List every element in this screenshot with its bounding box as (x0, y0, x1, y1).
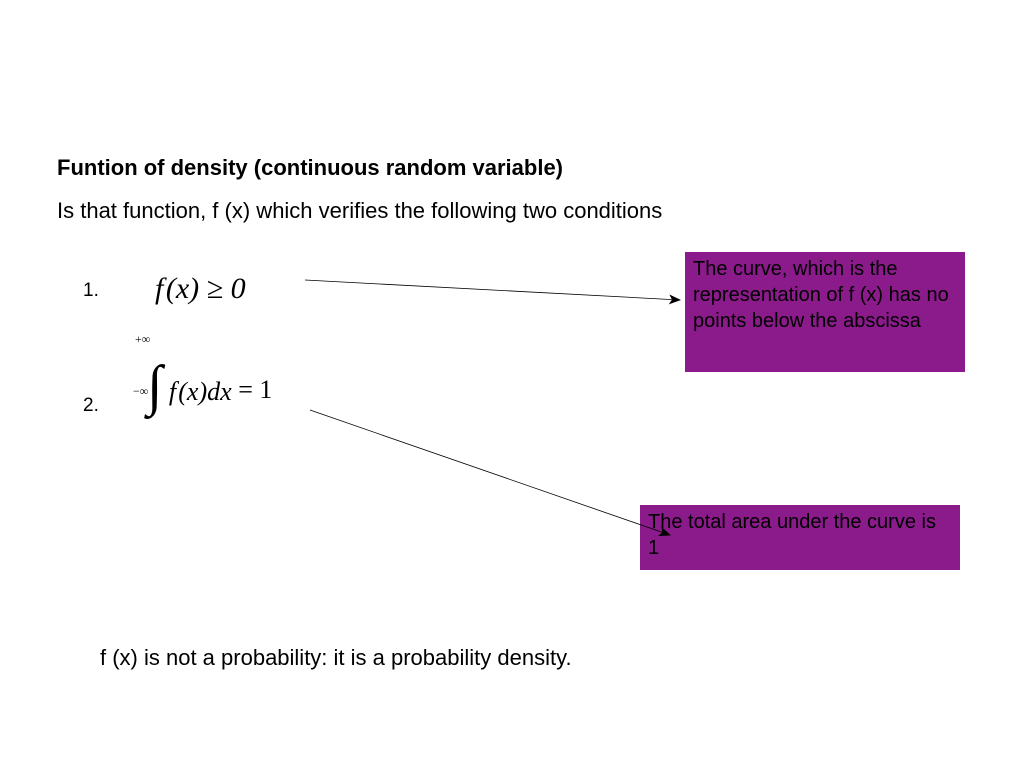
callout-box-2: The total area under the curve is 1 (640, 505, 960, 570)
page-subtitle: Is that function, f (x) which verifies t… (57, 198, 662, 224)
arrow-2 (310, 410, 670, 535)
condition-2-equation: +∞ ∫ −∞ f (x)dx = 1 (147, 360, 272, 424)
condition-2-number: 2. (83, 395, 99, 417)
integral-body: f (x)dx (169, 377, 232, 406)
footer-note: f (x) is not a probability: it is a prob… (100, 645, 572, 671)
callout-box-1: The curve, which is the representation o… (685, 252, 965, 372)
integral-rhs: = 1 (232, 375, 273, 404)
condition-1-equation: f (x) ≥ 0 (155, 272, 246, 306)
integral-symbol-icon: ∫ (147, 354, 162, 418)
page-title: Funtion of density (continuous random va… (57, 155, 563, 181)
integral-upper-limit: +∞ (135, 332, 150, 347)
arrow-1 (305, 280, 680, 300)
integral-lower-limit: −∞ (133, 384, 148, 399)
condition-1-number: 1. (83, 280, 99, 302)
